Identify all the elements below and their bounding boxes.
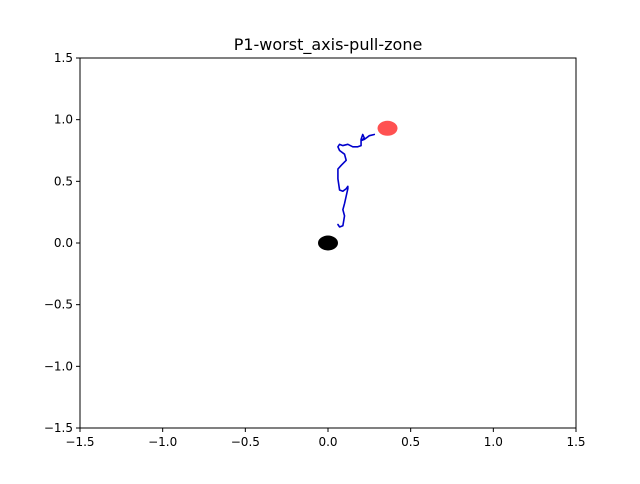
x-tick-label: 1.5 (566, 435, 585, 449)
y-tick-label: −0.5 (44, 298, 73, 312)
chart-title: P1-worst_axis-pull-zone (234, 35, 423, 55)
plot-content (318, 120, 398, 251)
y-tick-label: 0.5 (54, 174, 73, 188)
x-tick-label: −0.5 (231, 435, 260, 449)
y-tick-label: −1.5 (44, 421, 73, 435)
y-tick-label: 1.0 (54, 113, 73, 127)
trajectory-line (337, 133, 376, 228)
x-tick-label: 0.0 (318, 435, 337, 449)
x-axis: −1.5 −1.0 −0.5 0.0 0.5 1.0 1.5 (65, 428, 586, 449)
x-tick-label: 1.0 (484, 435, 503, 449)
x-tick-label: −1.5 (65, 435, 94, 449)
start-point-marker (318, 235, 338, 251)
target-point-marker (377, 120, 398, 136)
y-tick-label: 1.5 (54, 51, 73, 65)
y-tick-label: −1.0 (44, 359, 73, 373)
y-tick-label: 0.0 (54, 236, 73, 250)
y-axis: −1.5 −1.0 −0.5 0.0 0.5 1.0 1.5 (44, 51, 80, 435)
x-tick-label: 0.5 (401, 435, 420, 449)
x-tick-label: −1.0 (148, 435, 177, 449)
